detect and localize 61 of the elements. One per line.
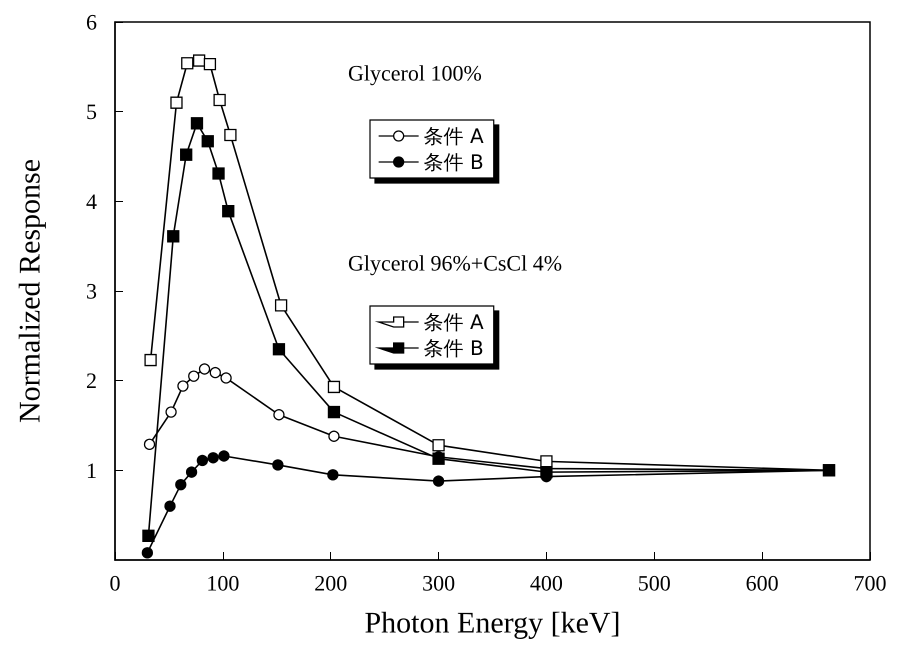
point (272, 459, 284, 471)
point (196, 454, 208, 466)
legend-label: 条件 B (424, 336, 484, 360)
point (202, 135, 214, 148)
x-tick-label: 600 (746, 570, 779, 596)
point (164, 500, 176, 512)
point (272, 343, 286, 356)
y-tick-label: 6 (86, 10, 97, 34)
point (328, 406, 340, 418)
annotation: Glycerol 96%+CsCl 4% (348, 250, 562, 276)
point (274, 299, 288, 312)
point (144, 354, 157, 366)
point (540, 466, 553, 478)
point (181, 57, 194, 70)
point (177, 380, 189, 392)
x-tick-label: 300 (422, 570, 456, 596)
point (432, 439, 445, 452)
y-tick-label: 4 (86, 188, 97, 214)
point (192, 54, 206, 67)
annotation: Glycerol 100% (348, 60, 482, 86)
point (190, 117, 204, 130)
y-tick-label: 1 (86, 458, 97, 483)
point (224, 128, 237, 142)
x-tick-label: 100 (206, 570, 240, 596)
y-tick-label: 2 (86, 368, 97, 394)
point (142, 530, 155, 542)
point (212, 167, 225, 180)
point (175, 479, 186, 490)
point (170, 96, 183, 109)
x-tick-label: 400 (530, 570, 563, 596)
y-tick-label: 5 (86, 99, 97, 124)
x-tick-label: 0 (110, 570, 120, 596)
legend-label: 条件 B (424, 150, 484, 174)
point (144, 438, 156, 450)
point (204, 58, 216, 70)
point (327, 469, 339, 480)
point (142, 547, 154, 558)
point (222, 205, 234, 218)
point (186, 466, 198, 478)
point (198, 363, 210, 375)
point (432, 475, 444, 487)
point (328, 380, 340, 394)
x-tick-label: 700 (854, 570, 886, 596)
y-axis-title: Normalized Response (14, 158, 46, 424)
point (273, 409, 285, 420)
point (165, 406, 177, 418)
point (180, 148, 192, 161)
point (213, 94, 226, 106)
point (220, 372, 232, 384)
point (208, 452, 219, 464)
point (218, 450, 230, 462)
point (328, 430, 340, 442)
x-axis-title: Photon Energy [keV] (364, 606, 621, 640)
point (167, 230, 180, 242)
point (188, 370, 200, 382)
legend-label: 条件 A (424, 310, 484, 334)
x-tick-label: 500 (638, 570, 671, 596)
point (210, 366, 221, 378)
x-tick-label: 200 (314, 570, 348, 596)
legend-label: 条件 A (424, 124, 484, 148)
y-tick-label: 3 (86, 278, 97, 304)
